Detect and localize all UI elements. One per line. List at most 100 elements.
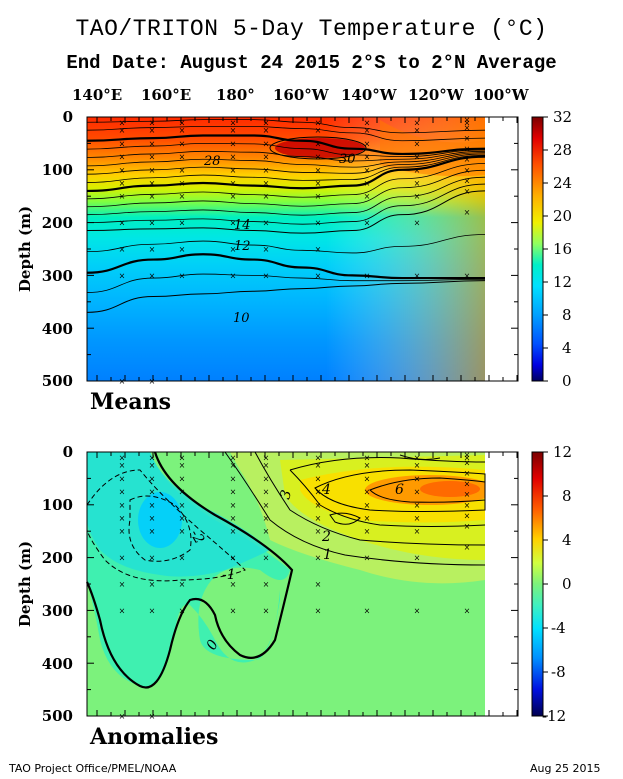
contour-label-2: 2 bbox=[321, 529, 331, 545]
station-mark: × bbox=[315, 166, 322, 175]
isotherm-fill-2-1 bbox=[86, 234, 486, 254]
station-mark: × bbox=[230, 514, 237, 523]
station-mark: × bbox=[263, 271, 270, 280]
cb-anom-0: 0 bbox=[562, 575, 572, 593]
isotherm-20 bbox=[86, 155, 486, 193]
station-mark: × bbox=[119, 245, 126, 254]
station-mark: × bbox=[179, 166, 186, 175]
station-mark: × bbox=[119, 179, 126, 188]
station-mark: × bbox=[149, 488, 156, 497]
station-mark: × bbox=[414, 474, 421, 483]
cb-mean-28: 28 bbox=[553, 141, 572, 159]
station-mark: × bbox=[119, 271, 126, 280]
station-mark: × bbox=[119, 474, 126, 483]
station-mark: × bbox=[263, 139, 270, 148]
lon-label-160w: 160°W bbox=[273, 86, 329, 104]
station-mark: × bbox=[364, 219, 371, 228]
means-ytick-200: 200 bbox=[42, 214, 73, 232]
station-mark: × bbox=[230, 580, 237, 589]
contour-label-neg1: -1 bbox=[222, 567, 236, 583]
station-mark: × bbox=[230, 461, 237, 470]
station-mark: × bbox=[179, 192, 186, 201]
station-mark: × bbox=[315, 606, 322, 615]
cb-mean-12: 12 bbox=[553, 273, 572, 291]
station-mark: × bbox=[464, 522, 471, 531]
cb-mean-16: 16 bbox=[553, 240, 572, 258]
station-mark: × bbox=[179, 580, 186, 589]
station-mark: × bbox=[464, 187, 471, 196]
means-colorbar: 32 28 24 20 16 12 8 4 0 bbox=[531, 108, 572, 390]
anom-ytick-500: 500 bbox=[42, 707, 73, 725]
station-mark: × bbox=[364, 166, 371, 175]
station-mark: × bbox=[149, 527, 156, 536]
station-mark: × bbox=[263, 192, 270, 201]
means-axis-ticks bbox=[87, 116, 518, 382]
station-mark: × bbox=[119, 453, 126, 462]
isotherm-fill-3-1 bbox=[86, 273, 486, 293]
contour-0 bbox=[86, 451, 294, 689]
station-mark: × bbox=[414, 606, 421, 615]
station-mark: × bbox=[464, 469, 471, 478]
anomalies-axis-ticks bbox=[87, 451, 518, 717]
station-mark: × bbox=[464, 451, 471, 460]
station-mark: × bbox=[119, 501, 126, 510]
station-mark: × bbox=[119, 166, 126, 175]
cb-anom-neg8: -8 bbox=[551, 663, 566, 681]
contour-label-1: 1 bbox=[323, 547, 332, 563]
station-mark: × bbox=[414, 179, 421, 188]
means-contour-labels: 28 30 14 12 10 bbox=[203, 152, 356, 326]
station-mark: × bbox=[464, 124, 471, 133]
anom-ytick-300: 300 bbox=[42, 602, 73, 620]
station-mark: × bbox=[149, 126, 156, 135]
station-mark: × bbox=[149, 118, 156, 127]
station-mark: × bbox=[364, 527, 371, 536]
anomalies-coldest-core bbox=[138, 492, 182, 548]
contour-1 bbox=[224, 451, 486, 566]
station-mark: × bbox=[464, 453, 471, 462]
station-mark: × bbox=[414, 488, 421, 497]
station-mark: × bbox=[315, 153, 322, 162]
station-mark: × bbox=[263, 126, 270, 135]
station-mark: × bbox=[464, 116, 471, 125]
means-ylabel: Depth (m) bbox=[16, 206, 34, 292]
footer-credit: TAO Project Office/PMEL/NOAA bbox=[9, 762, 177, 775]
station-mark: × bbox=[464, 459, 471, 468]
station-mark: × bbox=[315, 554, 322, 563]
station-mark: × bbox=[230, 153, 237, 162]
anomalies-hottest-core bbox=[420, 481, 480, 497]
anomalies-ylabel: Depth (m) bbox=[16, 541, 34, 627]
means-panel: × × × × × × × × × × × × × × × × × × × × × × × × × × × × × × × × × × × × × × × ×… bbox=[86, 116, 519, 386]
station-mark: × bbox=[315, 126, 322, 135]
isotherm-fill-1-2 bbox=[86, 169, 486, 208]
station-mark: × bbox=[119, 554, 126, 563]
station-mark: × bbox=[149, 453, 156, 462]
lon-label-100w: 100°W bbox=[473, 86, 529, 104]
cb-anom-4: 4 bbox=[562, 531, 572, 549]
station-mark: × bbox=[464, 511, 471, 520]
station-mark: × bbox=[149, 219, 156, 228]
station-mark: × bbox=[149, 153, 156, 162]
station-mark: × bbox=[364, 461, 371, 470]
station-mark: × bbox=[149, 139, 156, 148]
station-mark: × bbox=[230, 488, 237, 497]
means-contour-label-12: 12 bbox=[234, 239, 251, 254]
station-mark: × bbox=[464, 271, 471, 280]
station-mark: × bbox=[263, 606, 270, 615]
cb-mean-4: 4 bbox=[562, 339, 572, 357]
station-mark: × bbox=[315, 179, 322, 188]
cb-mean-24: 24 bbox=[553, 174, 572, 192]
station-mark: × bbox=[179, 153, 186, 162]
contour-2 bbox=[254, 451, 486, 546]
station-mark: × bbox=[414, 118, 421, 127]
contour-neg2 bbox=[128, 495, 192, 562]
station-mark: × bbox=[263, 461, 270, 470]
cb-mean-32: 32 bbox=[553, 108, 572, 126]
contour-6 bbox=[369, 477, 486, 503]
station-mark: × bbox=[315, 527, 322, 536]
station-mark: × bbox=[464, 155, 471, 164]
station-mark: × bbox=[263, 554, 270, 563]
station-mark: × bbox=[263, 118, 270, 127]
station-mark: × bbox=[364, 179, 371, 188]
isotherm-fill-0-3 bbox=[86, 152, 486, 168]
